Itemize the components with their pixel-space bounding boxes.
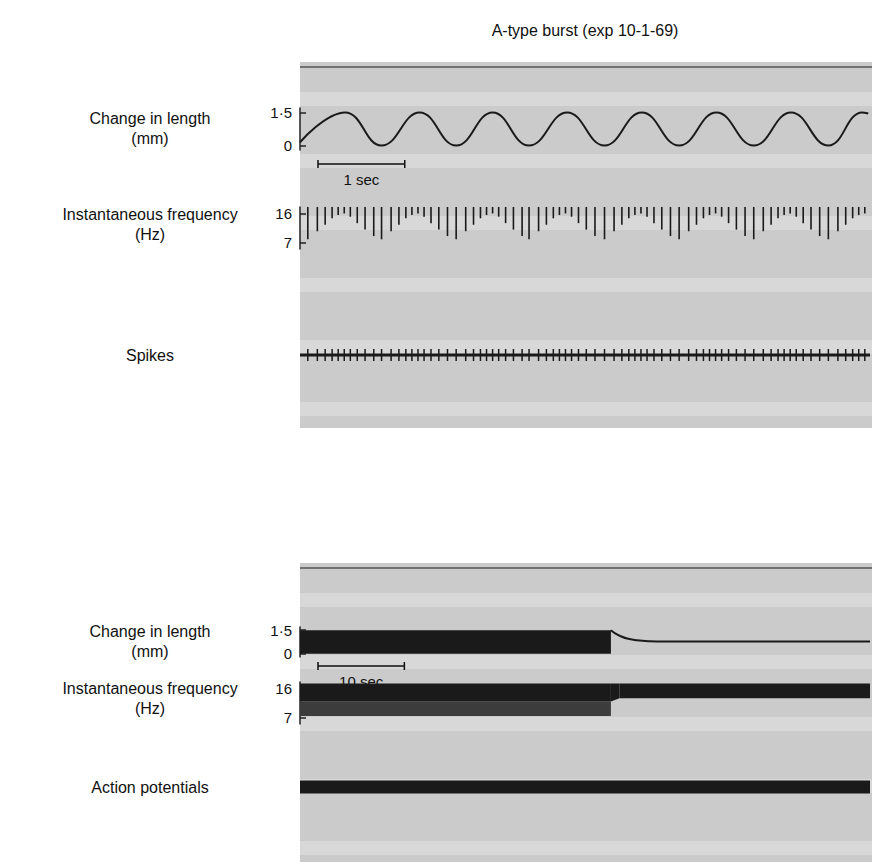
svg-text:1·5: 1·5 xyxy=(270,104,292,121)
svg-text:16: 16 xyxy=(275,205,292,222)
svg-text:A-type burst (exp 10-1-69): A-type burst (exp 10-1-69) xyxy=(492,22,679,39)
svg-text:Action potentials: Action potentials xyxy=(91,779,208,796)
svg-text:Instantaneous frequency: Instantaneous frequency xyxy=(62,680,237,697)
svg-text:Change in length: Change in length xyxy=(90,623,211,640)
svg-text:(Hz): (Hz) xyxy=(135,226,165,243)
svg-text:(Hz): (Hz) xyxy=(135,700,165,717)
svg-text:Change in length: Change in length xyxy=(90,110,211,127)
svg-text:(mm): (mm) xyxy=(131,643,168,660)
svg-text:Instantaneous frequency: Instantaneous frequency xyxy=(62,206,237,223)
svg-text:(mm): (mm) xyxy=(131,130,168,147)
svg-text:10 sec: 10 sec xyxy=(339,672,384,690)
svg-text:1 sec: 1 sec xyxy=(343,171,379,188)
svg-text:7: 7 xyxy=(284,234,292,251)
svg-text:Spikes: Spikes xyxy=(126,347,174,364)
svg-text:16: 16 xyxy=(275,680,292,697)
svg-text:0: 0 xyxy=(284,645,292,662)
svg-text:0: 0 xyxy=(284,137,292,154)
svg-text:7: 7 xyxy=(284,709,292,726)
svg-text:1·5: 1·5 xyxy=(270,622,292,639)
